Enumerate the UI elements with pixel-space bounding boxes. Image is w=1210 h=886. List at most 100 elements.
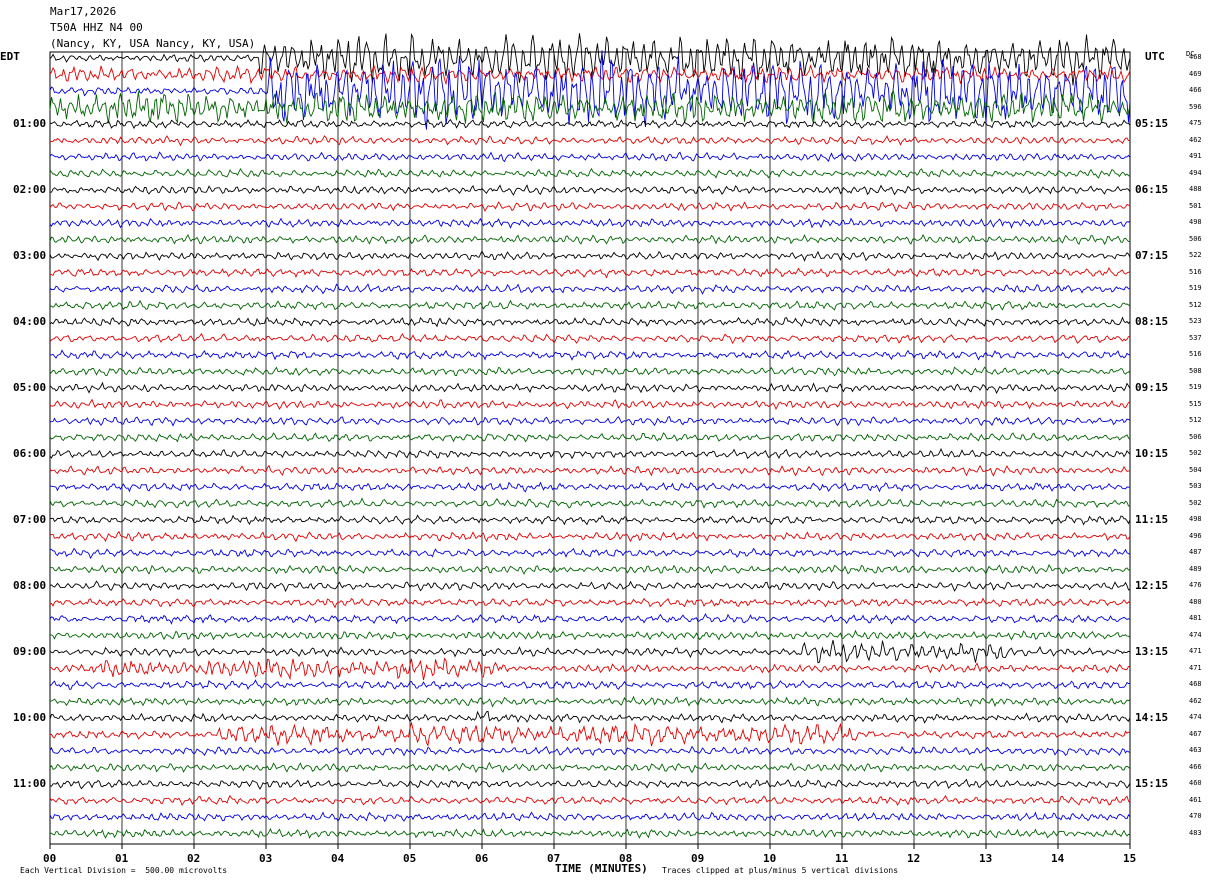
trace-row	[49, 640, 1131, 664]
trace-row	[49, 547, 1131, 559]
dc-value: 506	[1189, 432, 1202, 441]
trace-row	[49, 464, 1131, 477]
dc-value: 516	[1189, 350, 1202, 358]
right-timezone-label: UTC	[1145, 50, 1165, 63]
dc-value: 522	[1189, 251, 1202, 259]
x-axis-label: TIME (MINUTES)	[555, 862, 648, 875]
dc-value: 470	[1189, 812, 1202, 820]
dc-value: 506	[1189, 234, 1202, 243]
trace-row	[49, 233, 1130, 246]
dc-value: 467	[1189, 729, 1202, 738]
right-hour-label: 14:15	[1135, 711, 1169, 724]
right-hour-label: 11:15	[1135, 513, 1169, 526]
dc-value: 474	[1189, 713, 1202, 721]
x-tick-label: 00	[43, 852, 57, 865]
x-tick-label: 08	[619, 852, 633, 865]
left-hour-label: 06:00	[13, 447, 47, 460]
dc-value: 468	[1189, 53, 1202, 61]
dc-value: 480	[1189, 597, 1202, 606]
x-tick-label: 03	[259, 852, 273, 865]
left-hour-label: 11:00	[13, 777, 47, 790]
trace-row	[49, 250, 1131, 262]
trace-row	[49, 118, 1131, 130]
right-hour-label: 07:15	[1135, 249, 1169, 262]
dc-value: 481	[1189, 614, 1202, 622]
dc-value: 491	[1189, 152, 1202, 160]
trace-row	[49, 151, 1131, 163]
dc-value: 474	[1189, 630, 1202, 639]
right-hour-label: 13:15	[1135, 645, 1169, 658]
right-hour-label: 12:15	[1135, 579, 1169, 592]
trace-row	[49, 811, 1131, 822]
dc-value: 460	[1189, 779, 1202, 787]
trace-row	[49, 514, 1131, 526]
x-tick-label: 01	[115, 852, 129, 865]
trace-row	[49, 283, 1130, 295]
dc-value: 504	[1189, 465, 1202, 474]
dc-value: 469	[1189, 69, 1202, 78]
dc-value: 502	[1189, 449, 1202, 457]
dc-value: 471	[1189, 663, 1202, 672]
x-tick-label: 09	[691, 852, 705, 865]
trace-row	[49, 761, 1131, 774]
dc-value: 496	[1189, 531, 1202, 540]
trace-row	[49, 64, 1131, 86]
trace-row	[49, 481, 1131, 493]
dc-value: 476	[1189, 581, 1202, 589]
trace-row	[49, 657, 1131, 681]
trace-row	[49, 89, 1131, 124]
right-hour-label: 10:15	[1135, 447, 1169, 460]
x-tick-label: 15	[1123, 852, 1137, 865]
trace-row	[49, 266, 1131, 279]
dc-value: 502	[1189, 498, 1202, 507]
trace-row	[49, 381, 1131, 395]
trace-row	[49, 778, 1131, 790]
trace-row	[49, 398, 1131, 410]
channel-label: T50A HHZ N4 00	[50, 21, 143, 34]
dc-value: 483	[1189, 828, 1202, 837]
x-tick-label: 12	[907, 852, 921, 865]
dc-value: 498	[1189, 218, 1202, 226]
trace-row	[49, 135, 1131, 147]
x-tick-label: 04	[331, 852, 345, 865]
trace-row	[49, 217, 1131, 229]
trace-row	[49, 828, 1131, 839]
dc-header-label: DC	[1186, 50, 1195, 58]
right-hour-label: 08:15	[1135, 315, 1169, 328]
right-hour-label: 06:15	[1135, 183, 1169, 196]
trace-row	[49, 201, 1131, 213]
left-hour-label: 03:00	[13, 249, 47, 262]
trace-row	[49, 745, 1131, 757]
dc-value: 512	[1189, 416, 1202, 424]
trace-row	[49, 580, 1131, 593]
trace-row	[49, 366, 1131, 377]
scale-note: Each Vertical Division = 500.00 microvol…	[20, 866, 228, 875]
dc-value: 508	[1189, 366, 1202, 375]
trace-row	[49, 167, 1131, 179]
left-hour-label: 02:00	[13, 183, 47, 196]
dc-value: 494	[1189, 168, 1202, 177]
left-hour-label: 08:00	[13, 579, 47, 592]
dc-value: 515	[1189, 399, 1202, 408]
dc-value: 462	[1189, 696, 1202, 705]
dc-value: 519	[1189, 383, 1202, 391]
dc-value: 471	[1189, 647, 1202, 655]
dc-value: 503	[1189, 482, 1202, 490]
dc-value: 523	[1189, 317, 1202, 325]
trace-row	[49, 679, 1131, 691]
x-tick-label: 06	[475, 852, 489, 865]
trace-row	[49, 695, 1131, 708]
left-hour-label: 07:00	[13, 513, 47, 526]
right-hour-label: 05:15	[1135, 117, 1169, 130]
trace-row	[49, 612, 1131, 625]
trace-row	[49, 597, 1131, 609]
dc-value: 463	[1189, 746, 1202, 754]
trace-row	[49, 563, 1131, 575]
x-tick-label: 07	[547, 852, 561, 865]
trace-row	[49, 721, 1131, 747]
dc-value: 461	[1189, 795, 1202, 804]
right-hour-label: 09:15	[1135, 381, 1169, 394]
trace-row	[49, 447, 1131, 460]
x-tick-label: 02	[187, 852, 201, 865]
